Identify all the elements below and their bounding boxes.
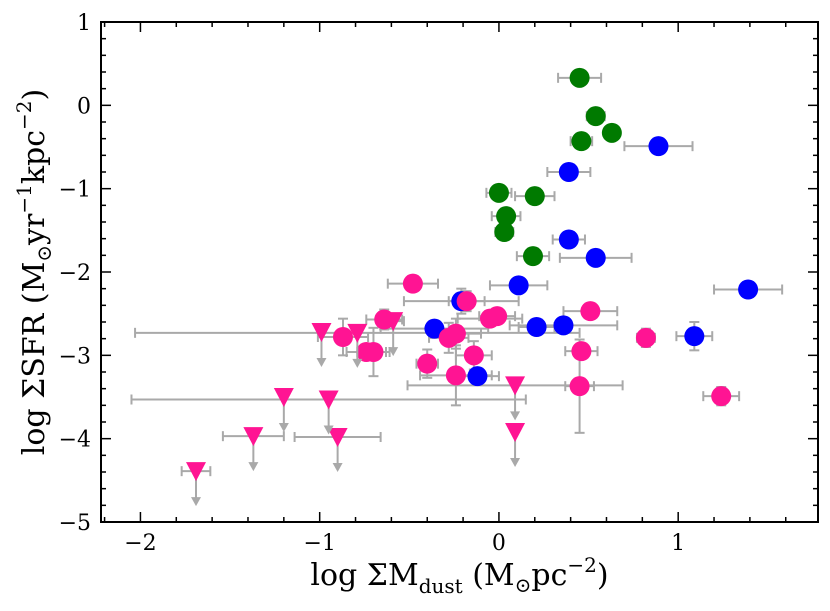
blue-point xyxy=(648,136,669,157)
green-point xyxy=(494,222,515,242)
plot-frame xyxy=(100,21,819,523)
green-point xyxy=(524,186,545,207)
y-tick-label: 1 xyxy=(77,11,91,36)
blue-point xyxy=(558,162,579,182)
blue-point xyxy=(526,317,547,337)
upper-limit-arrowhead xyxy=(388,347,399,357)
upper-limit-arrowhead xyxy=(352,358,363,368)
upper-limit-point xyxy=(243,427,264,447)
pink-point xyxy=(487,306,508,327)
upper-limit-point xyxy=(505,423,526,442)
blue-point xyxy=(553,315,574,336)
y-tick-label: 0 xyxy=(77,94,91,119)
upper-limit-arrowhead xyxy=(510,411,521,421)
upper-limit-point xyxy=(273,388,294,407)
green-point xyxy=(488,182,509,203)
upper-limit-point xyxy=(505,376,526,396)
pink-point xyxy=(711,386,732,407)
upper-limit-arrowhead xyxy=(191,497,202,507)
plot-area xyxy=(130,67,784,507)
green-point xyxy=(569,67,590,88)
axis-ticks: −2 −1 0 1 1 0 −1 −2 −3 −4 −5 xyxy=(59,11,818,556)
pink-point xyxy=(332,327,353,347)
blue-point xyxy=(424,318,445,339)
blue-point xyxy=(585,247,606,268)
green-point xyxy=(571,131,592,152)
y-axis-label: log ΣSFR (M⊙yr−1kpc−2) xyxy=(12,89,56,455)
x-tick-label: 1 xyxy=(671,531,685,556)
y-tick-label: −5 xyxy=(59,511,91,536)
upper-limit-arrowhead xyxy=(510,458,521,467)
y-tick-label: −2 xyxy=(59,261,91,286)
pink-point xyxy=(635,327,656,348)
y-tick-label: −1 xyxy=(59,178,91,203)
blue-point xyxy=(508,275,529,296)
blue-point xyxy=(738,279,759,300)
y-tick-label: −3 xyxy=(59,344,91,369)
pink-point xyxy=(445,365,466,386)
upper-limit-point xyxy=(327,428,348,447)
upper-limit-arrowhead xyxy=(323,425,334,435)
pink-point xyxy=(580,301,601,322)
pink-point xyxy=(438,327,459,348)
upper-limit-point xyxy=(347,323,368,343)
blue-point xyxy=(467,366,488,387)
upper-limit-point xyxy=(186,462,207,482)
pink-point xyxy=(402,273,423,294)
upper-limit-arrowhead xyxy=(332,463,343,472)
x-tick-label: −1 xyxy=(303,531,335,556)
upper-limit-arrowhead xyxy=(316,358,327,367)
pink-point xyxy=(417,353,438,374)
pink-point xyxy=(456,291,477,312)
x-tick-label: 0 xyxy=(492,531,506,556)
blue-point xyxy=(558,229,579,250)
upper-limit-point xyxy=(311,323,332,342)
blue-point xyxy=(684,326,705,347)
upper-limit-arrowhead xyxy=(248,462,259,472)
green-point xyxy=(601,122,622,143)
pink-point xyxy=(569,376,590,397)
upper-limit-point xyxy=(318,390,339,410)
y-tick-label: −4 xyxy=(59,428,91,453)
upper-limit-point xyxy=(383,312,404,332)
pink-point xyxy=(363,342,384,362)
pink-point xyxy=(463,345,484,366)
upper-limit-arrowhead xyxy=(278,423,289,432)
green-point xyxy=(496,206,517,227)
x-tick-label: −2 xyxy=(124,531,156,556)
x-axis-label: log ΣMdust (M⊙pc−2) xyxy=(310,553,608,598)
pink-point xyxy=(571,341,592,362)
green-point xyxy=(585,106,606,127)
green-point xyxy=(522,246,543,267)
